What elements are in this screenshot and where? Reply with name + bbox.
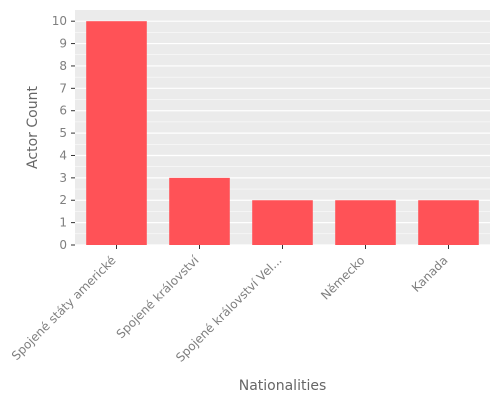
x-tick-label: Kanada <box>409 253 451 295</box>
y-tick-label: 9 <box>59 37 67 51</box>
y-tick-label: 7 <box>59 81 67 95</box>
bar <box>418 200 479 245</box>
y-tick-label: 1 <box>59 216 67 230</box>
y-tick-label: 6 <box>59 104 67 118</box>
bar <box>252 200 313 245</box>
y-tick-label: 3 <box>59 171 67 185</box>
y-tick-label: 8 <box>59 59 67 73</box>
bar <box>169 177 230 245</box>
y-tick-label: 5 <box>59 126 67 140</box>
y-tick-label: 2 <box>59 193 67 207</box>
bar <box>335 200 396 245</box>
x-tick-label: Německo <box>318 253 367 302</box>
y-tick-label: 0 <box>59 238 67 252</box>
x-tick-label: Spojené státy americké <box>9 253 119 363</box>
y-tick-label: 10 <box>52 14 67 28</box>
y-tick-label: 4 <box>59 148 67 162</box>
y-axis-title: Actor Count <box>25 86 41 169</box>
bars <box>86 21 479 245</box>
bar <box>86 21 147 245</box>
y-axis: 0 1 2 3 4 5 6 7 8 9 10 <box>52 14 75 252</box>
x-tick-label: Spojené království <box>114 253 203 342</box>
x-axis-title: Nationalities <box>239 378 327 394</box>
